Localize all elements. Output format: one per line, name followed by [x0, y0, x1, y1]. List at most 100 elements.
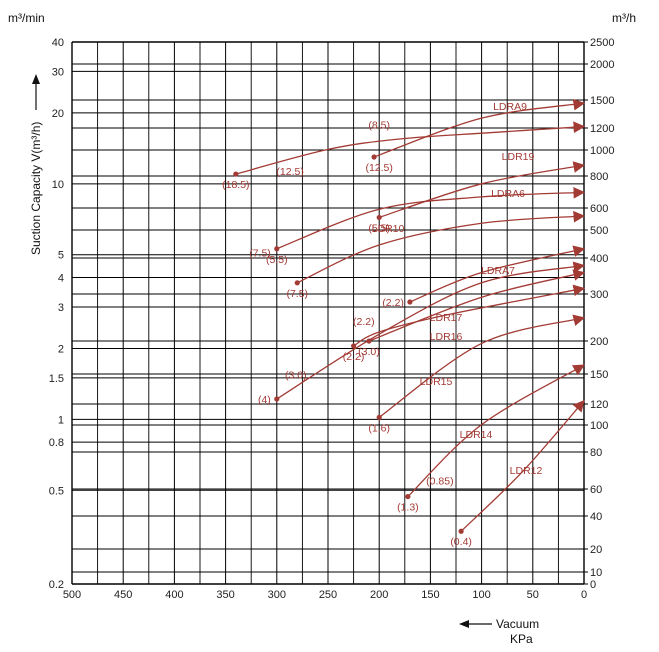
y-right-tick-label: 1200: [590, 123, 614, 135]
y-left-tick-label: 5: [58, 250, 64, 262]
right-axis-unit: m³/h: [612, 11, 636, 25]
y-left-tick-label: 1: [58, 414, 64, 426]
x-tick-label: 150: [421, 589, 439, 601]
series-start-point: [407, 299, 413, 305]
series-start-point: [371, 154, 377, 160]
y-right-tick-label: 80: [590, 447, 602, 459]
series-line-ldr12c: [460, 399, 585, 532]
series-line-ldra7: [297, 210, 586, 284]
y-right-tick-label: 60: [590, 484, 602, 496]
y-right-tick-label: 1500: [590, 95, 614, 107]
y-left-tick-label: 20: [52, 108, 64, 120]
series-label-ldr17: LDR17: [430, 312, 463, 324]
y-left-tick-label: 0.5: [49, 485, 64, 497]
series-line-ldr16: [368, 269, 586, 342]
y-right-tick-label: 10: [590, 567, 602, 579]
series-label-ldra9: LDRA9: [493, 101, 527, 113]
y-left-tick-label: 2: [58, 343, 64, 355]
series-start-point: [351, 343, 357, 349]
x-tick-label: 200: [370, 589, 388, 601]
y-right-tick-label: 1000: [590, 145, 614, 157]
y-right-tick-label: 0: [590, 579, 596, 591]
series-line-ldr10: [276, 186, 586, 250]
x-tick-label: 400: [165, 589, 183, 601]
x-tick-label: 500: [63, 589, 81, 601]
point-label: (12.5): [365, 162, 392, 174]
series-label-ldra7: LDRA7: [481, 265, 515, 277]
y-left-tick-label: 10: [52, 179, 64, 191]
series-label-ldr12: LDR12: [510, 465, 543, 477]
series-label-ldr15: LDR15: [420, 376, 453, 388]
y-right-tick-label: 500: [590, 225, 608, 237]
y-left-tick-label: 40: [52, 37, 64, 49]
y-right-tick-label: 600: [590, 203, 608, 215]
y-right-tick-label: 20: [590, 544, 602, 556]
series-line-ldr12: [378, 314, 586, 418]
y-right-tick-label: 2500: [590, 37, 614, 49]
y-right-tick-label: 100: [590, 420, 608, 432]
point-label: (7.5): [286, 288, 308, 300]
y-right-tick-label: 120: [590, 399, 608, 411]
x-tick-label: 50: [527, 589, 539, 601]
grid: [71, 41, 588, 585]
point-label: (1.3): [397, 502, 419, 514]
x-tick-label: 350: [216, 589, 234, 601]
y-left-tick-label: 30: [52, 66, 64, 78]
x-tick-label: 450: [114, 589, 132, 601]
y-axis-title: Suction Capacity V(m³/h): [29, 122, 43, 255]
point-label: (2.2): [343, 351, 365, 363]
series-start-point: [274, 396, 280, 402]
series-start-point: [405, 493, 411, 500]
series-label-ldr10: LDR10: [372, 223, 405, 235]
point-label: (5.5): [368, 222, 390, 234]
series-start-point: [458, 528, 464, 534]
series-label-ldra6: LDRA6: [491, 188, 525, 200]
x-axis-title: Vacuum: [496, 617, 539, 631]
y-right-tick-label: 400: [590, 253, 608, 265]
point-label: (3.0): [358, 346, 380, 358]
y-right-tick-label: 800: [590, 171, 608, 183]
point-label: (7.5): [249, 248, 271, 260]
series-line-ldr14: [276, 261, 586, 400]
point-label: (5.5): [266, 254, 288, 266]
point-label: (3.0): [285, 370, 307, 382]
series-start-point: [294, 280, 300, 286]
x-tick-label: 0: [581, 589, 587, 601]
series-line-ldr19: [235, 121, 586, 175]
left-axis-unit: m³/min: [8, 11, 45, 25]
series-label-ldr19: LDR19: [502, 151, 535, 163]
point-label: (0.85): [426, 476, 453, 488]
point-label: (18.5): [222, 179, 249, 191]
series-line-ldr15: [353, 284, 586, 347]
series-label-ldr16: LDR16: [430, 331, 463, 343]
series-line-ldr17: [409, 245, 586, 303]
series-start-point: [376, 214, 382, 221]
curves: [233, 98, 586, 534]
point-label: (4): [258, 394, 271, 406]
curve-labels: (12.5)(18.5)(12.5)(8.5)(5.5)(7.5)(5.5)(7…: [222, 101, 542, 548]
series-line-ldr12b: [407, 364, 586, 498]
point-label: (1.6): [368, 422, 390, 434]
series-start-point: [376, 414, 382, 420]
y-right-tick-label: 300: [590, 289, 608, 301]
x-tick-label: 300: [268, 589, 286, 601]
point-label: (2.2): [382, 297, 404, 309]
x-axis-unit: KPa: [510, 632, 533, 646]
y-right-tick-label: 150: [590, 369, 608, 381]
point-label: (8.5): [368, 120, 390, 132]
series-label-ldr14: LDR14: [460, 429, 493, 441]
x-tick-label: 100: [472, 589, 490, 601]
point-label: (12.5): [276, 166, 303, 178]
y-left-tick-label: 1.5: [49, 373, 64, 385]
y-left-tick-label: 0.8: [49, 437, 64, 449]
y-right-tick-label: 2000: [590, 59, 614, 71]
y-left-tick-label: 4: [58, 273, 64, 285]
y-right-tick-label: 40: [590, 511, 602, 523]
axis-ticks: 500 450 400 350 300 250 200 150 100 50 04030201054…: [49, 37, 615, 601]
series-line-ldra9: [373, 98, 586, 158]
y-axis-arrow: [32, 74, 40, 110]
y-left-tick-label: 0.2: [49, 579, 64, 591]
point-label: (2.2): [353, 316, 375, 328]
series-start-point: [233, 171, 239, 177]
